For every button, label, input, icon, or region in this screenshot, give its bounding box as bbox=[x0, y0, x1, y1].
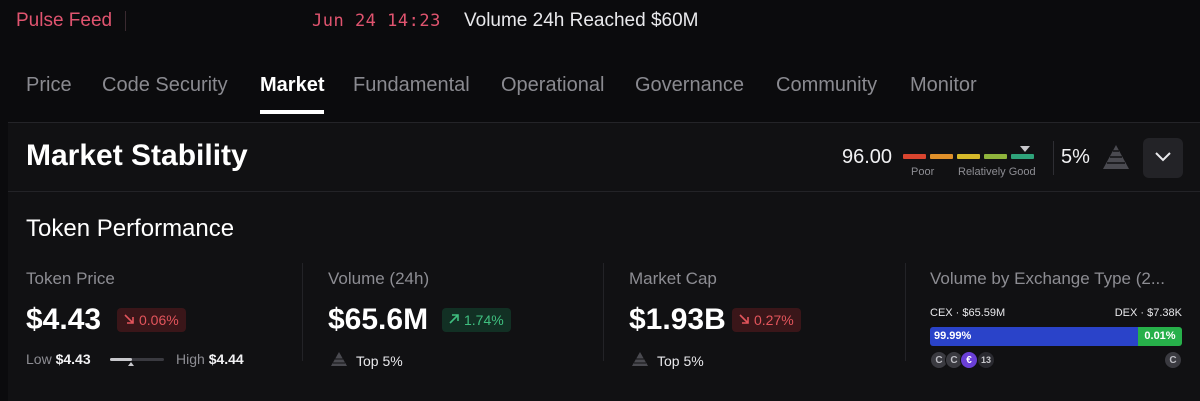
exchange-type-card: Volume by Exchange Type (2... CEX · $65.… bbox=[930, 265, 1184, 385]
dex-share-segment: 0.01% bbox=[1138, 327, 1182, 346]
score-divider bbox=[1053, 141, 1054, 175]
percentile-value: 5% bbox=[1061, 146, 1090, 168]
tab-code-security[interactable]: Code Security bbox=[102, 74, 228, 96]
volume-rank-label: Top 5% bbox=[356, 352, 403, 369]
tab-operational[interactable]: Operational bbox=[501, 74, 605, 96]
range-marker-icon bbox=[128, 362, 134, 366]
token-price-change-badge: 0.06% bbox=[117, 308, 186, 332]
tab-monitor[interactable]: Monitor bbox=[910, 74, 977, 96]
pyramid-icon bbox=[631, 351, 649, 370]
pyramid-icon bbox=[330, 351, 348, 370]
ticker-divider bbox=[125, 11, 126, 31]
market-cap-card: Market Cap $1.93B 0.27% Top 5% bbox=[629, 265, 899, 385]
rating-segment bbox=[903, 154, 926, 159]
token-price-value: $4.43 bbox=[26, 303, 102, 336]
market-cap-change: 0.27% bbox=[754, 312, 794, 328]
rating-low-label: Poor bbox=[911, 166, 935, 178]
tab-governance[interactable]: Governance bbox=[635, 74, 744, 96]
market-cap-label: Market Cap bbox=[629, 269, 717, 288]
rating-segment bbox=[957, 154, 980, 159]
token-price-label: Token Price bbox=[26, 269, 115, 288]
rating-high-label: Relatively Good bbox=[958, 166, 1036, 178]
collapse-button[interactable] bbox=[1143, 138, 1183, 178]
token-performance-title: Token Performance bbox=[26, 215, 235, 242]
market-cap-rank-label: Top 5% bbox=[657, 352, 704, 369]
cex-exchange-icons[interactable]: C C € 13 bbox=[930, 351, 995, 369]
volume-change-badge: 1.74% bbox=[442, 308, 511, 332]
rating-segment bbox=[930, 154, 953, 159]
market-stability-panel: Market Stability 96.00 Poor Relatively G… bbox=[8, 122, 1200, 401]
market-cap-change-badge: 0.27% bbox=[732, 308, 801, 332]
arrow-down-right-icon bbox=[738, 312, 750, 328]
rating-segment bbox=[1011, 154, 1034, 159]
ticker-brand: Pulse Feed bbox=[16, 10, 113, 31]
rating-segment bbox=[984, 154, 1007, 159]
ticker-timestamp: Jun 24 14:23 bbox=[312, 11, 441, 31]
exchange-share-bar: 99.99% 0.01% bbox=[930, 327, 1182, 346]
dex-coin-icon[interactable]: C bbox=[1164, 351, 1182, 369]
metric-divider bbox=[905, 263, 906, 361]
chevron-down-icon bbox=[1155, 149, 1171, 167]
range-low: Low $4.43 bbox=[26, 351, 91, 367]
rating-scale bbox=[903, 154, 1043, 161]
range-fill bbox=[110, 358, 132, 361]
metric-divider bbox=[302, 263, 303, 361]
exchange-logo-icon: € bbox=[960, 351, 978, 369]
tab-community[interactable]: Community bbox=[776, 74, 878, 96]
pyramid-icon bbox=[1102, 144, 1130, 175]
range-low-label: Low bbox=[26, 351, 52, 367]
stability-score: 96.00 bbox=[842, 146, 893, 168]
ticker-message[interactable]: Volume 24h Reached $60M bbox=[464, 10, 699, 31]
arrow-down-right-icon bbox=[123, 312, 135, 328]
token-price-change: 0.06% bbox=[139, 312, 179, 328]
tab-price[interactable]: Price bbox=[26, 74, 72, 96]
exchange-count-badge: 13 bbox=[977, 351, 995, 369]
tab-fundamental[interactable]: Fundamental bbox=[353, 74, 470, 96]
market-cap-rank: Top 5% bbox=[631, 351, 704, 370]
range-high: High $4.44 bbox=[176, 351, 244, 367]
exchange-type-label: Volume by Exchange Type (2... bbox=[930, 269, 1165, 288]
range-track bbox=[110, 358, 164, 361]
tab-market[interactable]: Market bbox=[260, 74, 325, 96]
volume-rank: Top 5% bbox=[330, 351, 403, 370]
active-tab-indicator bbox=[260, 110, 324, 114]
category-tabs: Price Code Security Market Fundamental O… bbox=[0, 60, 1200, 116]
volume-label: Volume (24h) bbox=[328, 269, 430, 288]
cex-volume-label: CEX · $65.59M bbox=[930, 307, 1006, 319]
section-title: Market Stability bbox=[26, 139, 248, 172]
news-ticker[interactable]: Pulse Feed Jun 24 14:23 Volume 24h Reach… bbox=[0, 0, 1200, 42]
volume-value: $65.6M bbox=[328, 303, 429, 336]
rating-marker-icon bbox=[1020, 146, 1030, 152]
volume-card: Volume (24h) $65.6M 1.74% Top 5% bbox=[328, 265, 598, 385]
dex-volume-label: DEX · $7.38K bbox=[1114, 307, 1182, 319]
header-divider bbox=[8, 191, 1200, 192]
market-cap-value: $1.93B bbox=[629, 303, 726, 336]
range-low-value: $4.43 bbox=[55, 351, 91, 367]
range-high-value: $4.44 bbox=[208, 351, 244, 367]
arrow-up-right-icon bbox=[448, 312, 460, 328]
range-high-label: High bbox=[176, 351, 205, 367]
volume-change: 1.74% bbox=[464, 312, 504, 328]
exchange-coin-icon: C bbox=[930, 351, 948, 369]
metric-divider bbox=[603, 263, 604, 361]
token-price-card: Token Price $4.43 0.06% Low $4.43 High $… bbox=[26, 265, 296, 385]
cex-share-segment: 99.99% bbox=[930, 327, 1138, 346]
